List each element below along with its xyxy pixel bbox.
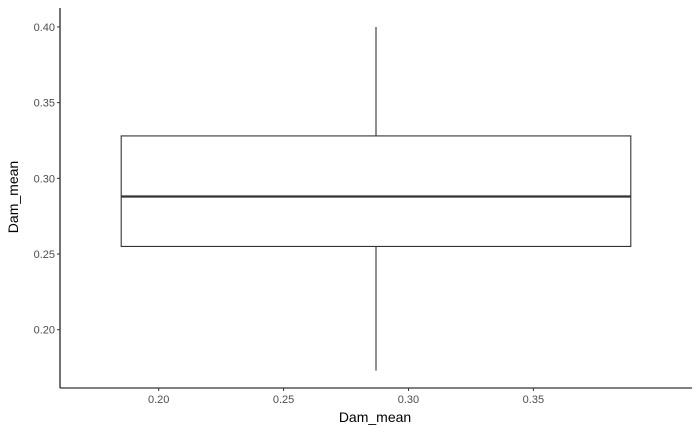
x-tick-label: 0.25 (273, 394, 294, 406)
x-axis: 0.20 0.25 0.30 0.35 (60, 387, 692, 406)
x-tick-label: 0.20 (148, 394, 169, 406)
y-tick-label: 0.30 (34, 173, 55, 185)
x-tick-label: 0.35 (523, 394, 544, 406)
y-axis-title: Dam_mean (5, 161, 21, 233)
y-axis: 0.20 0.25 0.30 0.35 0.40 (34, 8, 61, 388)
y-tick-label: 0.20 (34, 325, 55, 337)
x-axis-title: Dam_mean (339, 409, 411, 425)
x-tick-label: 0.30 (398, 394, 419, 406)
y-tick-label: 0.25 (34, 249, 55, 261)
y-tick-label: 0.35 (34, 98, 55, 110)
y-tick-label: 0.40 (34, 22, 55, 34)
plot-area (120, 26, 632, 371)
box-iqr (120, 135, 632, 247)
